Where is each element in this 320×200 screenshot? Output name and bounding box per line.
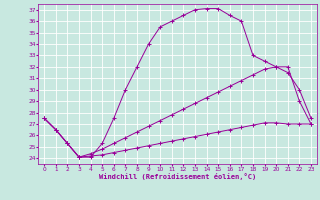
X-axis label: Windchill (Refroidissement éolien,°C): Windchill (Refroidissement éolien,°C) [99, 173, 256, 180]
